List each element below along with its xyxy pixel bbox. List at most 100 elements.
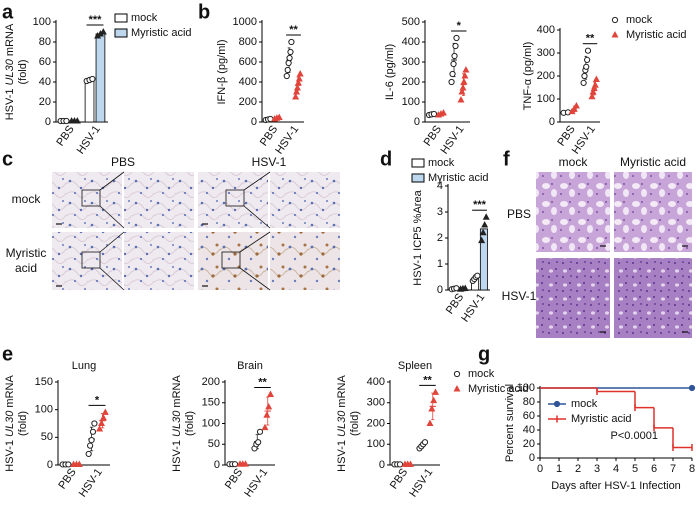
y-tick-label: 100: [202, 417, 220, 429]
x-tick-label: HSV-1: [407, 467, 435, 500]
y-tick-label: 40: [523, 424, 535, 436]
significance-label: ***: [89, 14, 103, 26]
row-header: HSV-1: [502, 289, 537, 303]
y-tick-label: 40: [39, 76, 51, 88]
y-tick-label: 80: [523, 396, 535, 408]
data-point: [241, 460, 250, 467]
y-tick-label: 1000: [233, 16, 257, 28]
data-point: [479, 228, 487, 236]
legend-label: mock: [428, 157, 455, 169]
legend-marker: [453, 385, 461, 392]
y-tick-label: 0: [414, 116, 420, 128]
legend-marker: [611, 31, 619, 38]
data-point: [85, 450, 92, 458]
micrograph: [270, 172, 340, 228]
data-point: [462, 66, 470, 73]
legend-label: mock: [468, 368, 495, 380]
data-point: [88, 437, 95, 444]
data-point: [231, 461, 239, 468]
y-tick-label: 150: [202, 397, 220, 409]
y-tick-label: 200: [239, 96, 257, 108]
x-tick-label: 4: [613, 463, 619, 475]
data-point: [589, 88, 597, 95]
legend-label: Myristic acid: [571, 413, 632, 425]
y-tick-label: 150: [35, 376, 53, 388]
annotation: P<0.0001: [611, 430, 658, 442]
data-point: [292, 93, 300, 100]
data-point: [98, 419, 106, 427]
legend-marker: [553, 400, 561, 408]
y-axis-label: HSV-1 UL30 mRNA: [171, 375, 183, 472]
y-tick-label: 0: [549, 116, 555, 128]
x-tick-label: 2: [575, 463, 581, 475]
y-tick-label: 20: [39, 96, 51, 108]
legend-label: mock: [131, 12, 158, 24]
chart-title: Spleen: [398, 360, 432, 372]
y-tick-label: 100: [33, 16, 51, 28]
micrograph: [124, 172, 194, 228]
y-tick-label: 300: [537, 47, 555, 59]
y-tick-label: 4: [437, 180, 443, 192]
y-tick-label: 0: [529, 452, 535, 464]
scale-bars: [56, 223, 208, 287]
y-tick-label: 1: [437, 258, 443, 270]
y-axis-label: (fold): [184, 411, 196, 436]
data-point: [293, 84, 301, 91]
y-axis-label-part: HSV-1: [4, 437, 16, 472]
panel-label: d: [380, 148, 392, 170]
x-tick-label: 6: [651, 463, 657, 475]
data-point: [396, 461, 404, 468]
data-point: [591, 81, 599, 88]
x-tick-label: 3: [594, 463, 600, 475]
legend-label: Myristic acid: [428, 172, 489, 184]
y-tick-label: 20: [523, 438, 535, 450]
y-tick-label: 400: [239, 76, 257, 88]
y-tick-label: 60: [523, 410, 535, 422]
data-point: [580, 79, 587, 87]
data-point: [284, 66, 291, 74]
x-axis-label: Days after HSV-1 Infection: [551, 480, 681, 492]
y-tick-label: 300: [367, 397, 385, 409]
data-point: [453, 34, 460, 42]
x-tick-label: HSV-1: [75, 124, 103, 157]
y-axis-label-part: HSV-1: [171, 437, 183, 472]
data-point: [96, 425, 104, 432]
data-point: [101, 408, 109, 415]
micrograph: [536, 172, 610, 252]
y-tick-label: 200: [367, 417, 385, 429]
y-tick-label: 80: [39, 36, 51, 48]
scale-bars: [600, 245, 688, 333]
data-point: [451, 52, 458, 60]
legend-label: Myristic acid: [131, 27, 192, 39]
y-tick-label: 400: [367, 376, 385, 388]
data-point: [592, 75, 600, 82]
x-tick-label: HSV-1: [77, 467, 105, 500]
data-point: [461, 72, 469, 79]
y-tick-label: 0: [214, 459, 220, 471]
data-point: [263, 411, 271, 418]
panel-label: f: [503, 148, 510, 170]
data-point: [89, 428, 97, 435]
data-point: [293, 88, 301, 95]
x-tick-label: HSV-1: [242, 467, 270, 500]
y-tick-label: 50: [41, 431, 53, 443]
zoom-indicators: [81, 171, 271, 291]
data-point: [430, 110, 438, 118]
x-tick-label: 0: [537, 463, 543, 475]
data-point: [584, 56, 591, 64]
legend-label: Myristic acid: [468, 383, 529, 395]
y-axis-label: Percent survival: [504, 384, 516, 462]
data-point: [459, 84, 467, 91]
y-tick-label: 800: [239, 36, 257, 48]
data-point: [75, 460, 83, 467]
micrograph: [52, 172, 122, 228]
significance-label: *: [95, 394, 100, 406]
x-tick-label: 7: [670, 463, 676, 475]
y-tick-label: 100: [35, 404, 53, 416]
y-tick-label: 0: [45, 116, 51, 128]
legend-swatch: [114, 13, 128, 23]
y-axis-label: HSV-1 ICP5 %Area: [412, 189, 424, 285]
chart-title: Brain: [237, 360, 263, 372]
bar: [84, 79, 95, 123]
